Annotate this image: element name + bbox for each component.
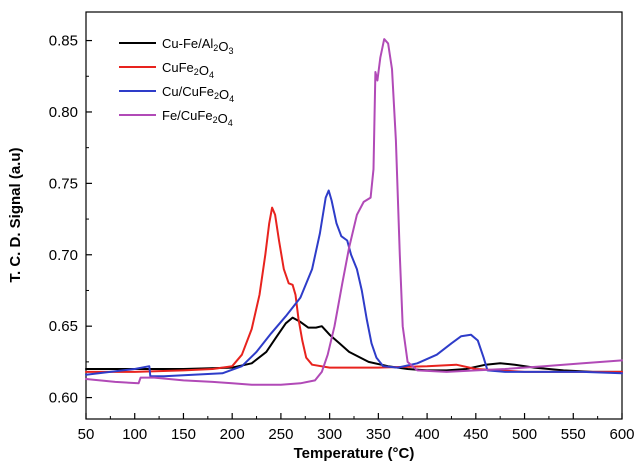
y-tick-label: 0.75 [49,175,78,192]
series-lines [85,38,623,386]
series-line-2 [85,206,623,373]
axis-ticks: 50 100 150 200 250 300 350 400 450 500 550 600 0.60 0… [49,33,635,443]
y-tick-label: 0.85 [49,33,78,50]
x-tick-label: 250 [268,426,293,443]
y-tick-label: 0.70 [49,247,78,264]
x-tick-label: 200 [220,426,245,443]
x-tick-label: 100 [122,426,147,443]
x-tick-label: 500 [512,426,537,443]
y-tick-label: 0.65 [49,318,78,335]
x-tick-label: 600 [609,426,634,443]
legend-label: Cu/CuFe2O4 [162,84,234,104]
x-tick-label: 150 [171,426,196,443]
series-line-1 [85,316,623,373]
legend-label: Cu-Fe/Al2O3 [162,36,233,56]
x-tick-label: 400 [415,426,440,443]
x-tick-label: 350 [366,426,391,443]
x-tick-label: 300 [317,426,342,443]
legend-label: Fe/CuFe2O4 [162,108,233,128]
series-line-4 [85,38,623,386]
x-tick-label: 50 [78,426,95,443]
series-line-3 [85,189,623,378]
x-tick-label: 450 [463,426,488,443]
legend-label: CuFe2O4 [162,60,214,80]
y-tick-label: 0.60 [49,390,78,407]
y-axis-title: T. C. D. Signal (a.u) [7,147,24,282]
x-axis-title: Temperature (°C) [294,445,415,462]
legend: Cu-Fe/Al2O3 CuFe2O4 Cu/CuFe2O4 Fe/CuFe2O4 [119,36,234,128]
y-tick-label: 0.80 [49,104,78,121]
x-tick-label: 550 [561,426,586,443]
